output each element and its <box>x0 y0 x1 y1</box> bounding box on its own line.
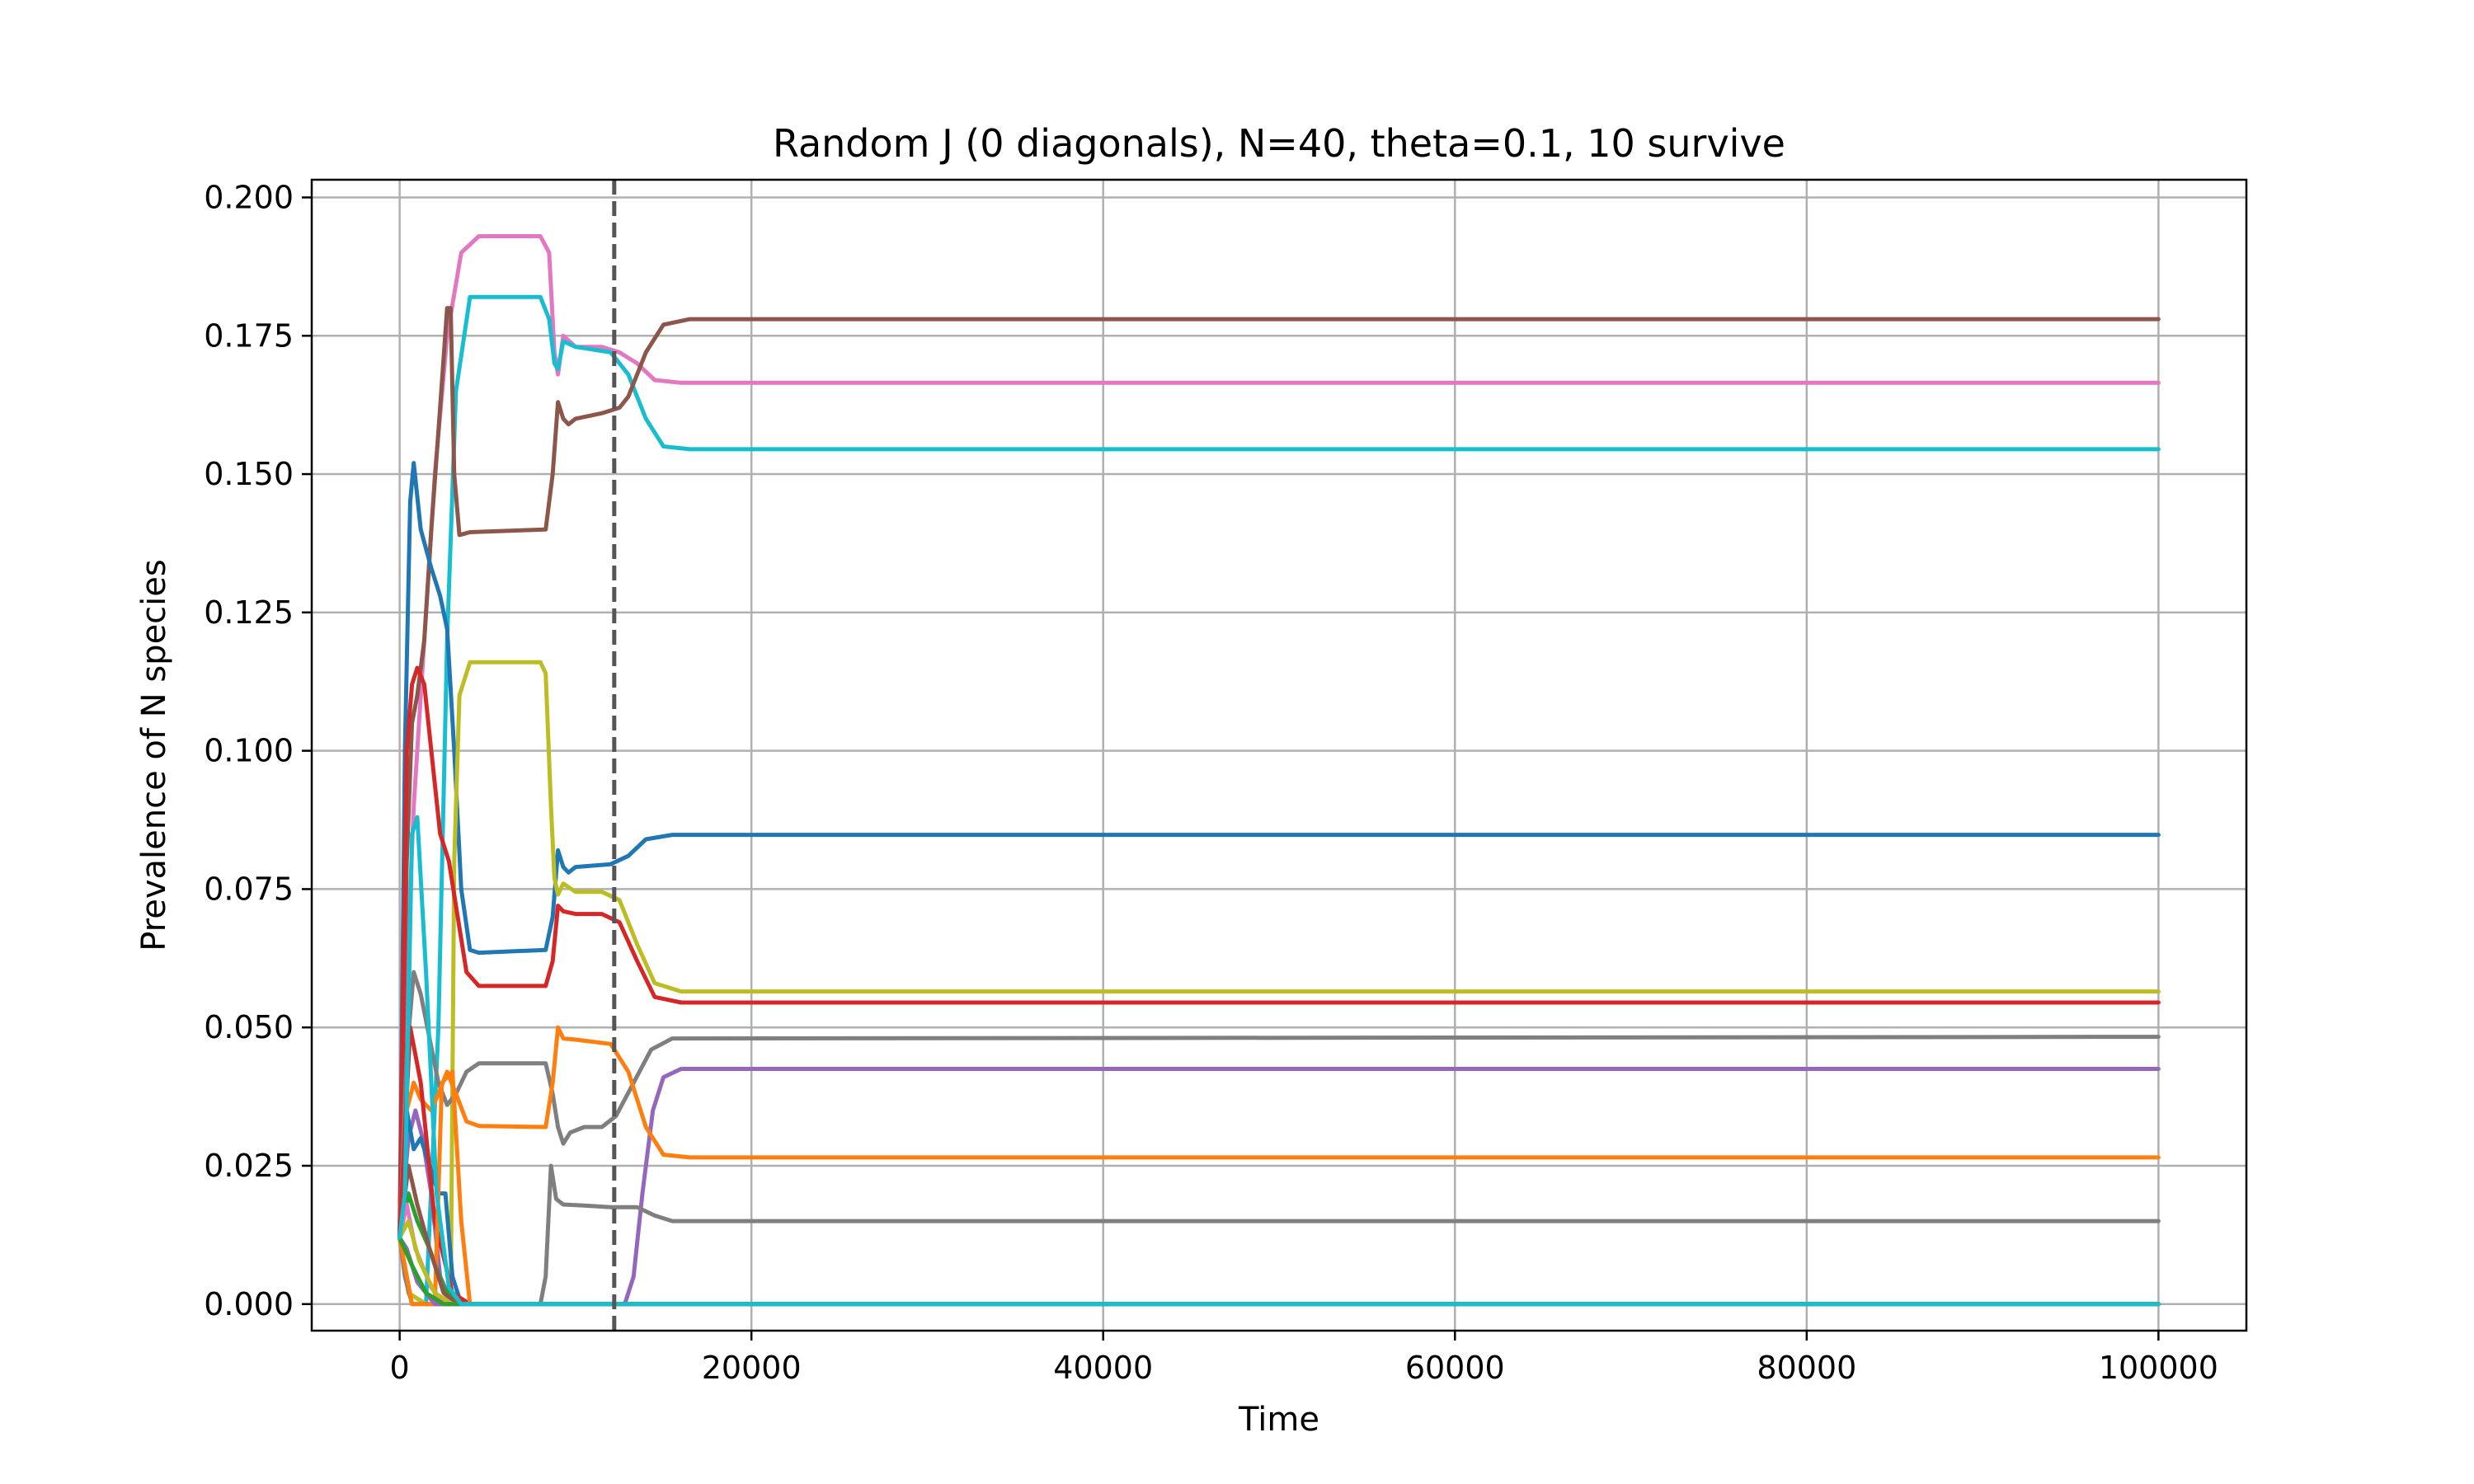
y-tick-label: 0.175 <box>204 317 294 354</box>
y-axis-label: Prevalence of N species <box>135 559 173 951</box>
y-tick-label: 0.200 <box>204 179 294 215</box>
chart-title: Random J (0 diagonals), N=40, theta=0.1,… <box>773 121 1785 166</box>
series-line-14 <box>397 1069 2161 1307</box>
y-tick-label: 0.150 <box>204 456 294 492</box>
series-line-5 <box>397 660 2161 1307</box>
series-line-2 <box>397 294 2161 1307</box>
grid <box>312 180 2246 1331</box>
x-tick-label: 0 <box>390 1350 410 1386</box>
series-line-6 <box>397 665 2161 1240</box>
x-tick-label: 40000 <box>1053 1350 1153 1386</box>
x-tick-label: 80000 <box>1757 1350 1856 1386</box>
series-group <box>397 234 2161 1307</box>
x-tick-label: 60000 <box>1405 1350 1505 1386</box>
plot-frame <box>310 178 2248 1332</box>
series-line-20 <box>397 815 2161 1307</box>
y-tick-label: 0.075 <box>204 871 294 907</box>
x-tick-label: 20000 <box>702 1350 802 1386</box>
x-axis-label: Time <box>1238 1401 1319 1439</box>
series-line-4 <box>397 461 2161 1240</box>
series-line-7 <box>397 970 2161 1240</box>
plot-series <box>397 234 2161 1307</box>
y-tick-label: 0.050 <box>204 1009 294 1045</box>
y-axis-ticks: 0.000 0.025 0.050 0.075 0.100 0.125 0.150 0.175… <box>204 179 312 1322</box>
x-tick-label: 100000 <box>2099 1350 2218 1386</box>
y-tick-label: 0.100 <box>204 733 294 769</box>
series-line-3 <box>397 306 2161 1240</box>
x-axis-ticks: 0 20000 40000 60000 80000 100000 <box>390 1331 2218 1386</box>
y-tick-label: 0.000 <box>204 1286 294 1322</box>
y-tick-label: 0.125 <box>204 594 294 631</box>
y-tick-label: 0.025 <box>204 1148 294 1184</box>
